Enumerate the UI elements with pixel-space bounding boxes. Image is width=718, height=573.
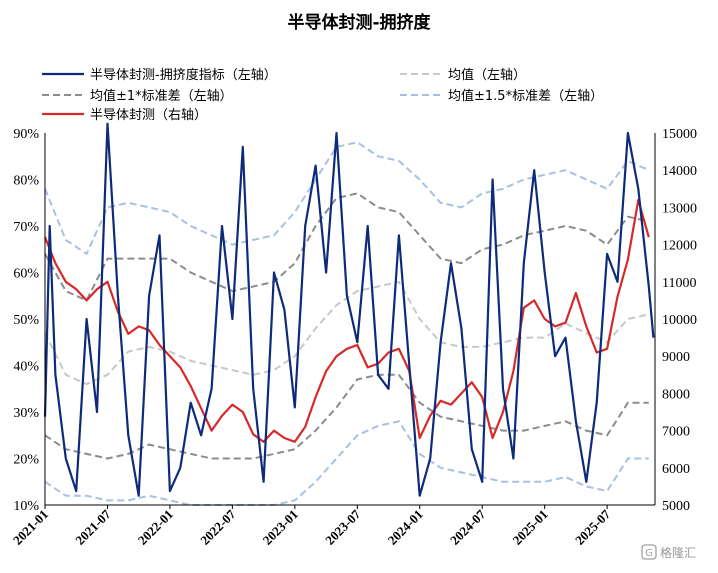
right-tick-label: 10000 (662, 313, 697, 328)
x-tick-label: 2022-01 (135, 507, 176, 548)
watermark: G 格隆汇 (641, 544, 696, 560)
x-tick-label: 2021-07 (72, 506, 114, 548)
series-line-5 (44, 420, 649, 506)
right-tick-label: 12000 (662, 239, 697, 254)
legend-label: 半导体封测-拥挤度指标（左轴） (90, 67, 277, 83)
left-tick-label: 20% (13, 453, 39, 468)
series-line-3 (44, 373, 649, 460)
x-tick-label: 2025-01 (510, 507, 551, 548)
x-tick-label: 2024-01 (385, 507, 426, 548)
watermark-text: 格隆汇 (660, 545, 696, 560)
plot-frame (45, 133, 655, 505)
left-axis: 10% 20% 30% 40% 50% 60% 70% 80% 90% (13, 127, 46, 514)
legend-label: 均值±1.5*标准差（左轴） (448, 88, 603, 104)
right-tick-label: 13000 (662, 201, 697, 216)
right-tick-label: 5000 (662, 499, 690, 514)
left-tick-label: 10% (13, 499, 39, 514)
series-line-0 (43, 122, 655, 497)
right-tick-label: 7000 (662, 425, 690, 440)
left-tick-label: 60% (13, 267, 39, 282)
right-tick-label: 14000 (662, 164, 697, 179)
chart-title: 半导体封测-拥挤度 (287, 12, 431, 33)
x-tick-label: 2025-07 (572, 506, 614, 548)
left-tick-label: 70% (13, 220, 39, 235)
glh-logo-glyph: G (645, 548, 653, 559)
x-tick-label: 2023-01 (260, 507, 301, 548)
series-line-6 (43, 198, 650, 443)
series-line-4 (44, 141, 650, 255)
right-tick-label: 8000 (662, 387, 690, 402)
right-tick-label: 11000 (662, 276, 696, 291)
legend-label: 均值（左轴） (448, 67, 526, 83)
x-tick-label: 2023-07 (322, 506, 364, 548)
legend-label: 均值±1*标准差（左轴） (90, 88, 233, 104)
right-axis: 5000 6000 7000 8000 9000 10000 11000 12000 13000… (654, 127, 697, 514)
left-tick-label: 30% (13, 406, 39, 421)
legend-label: 半导体封测（右轴） (90, 108, 207, 123)
series-line-2 (44, 192, 650, 302)
legend: 半导体封测-拥挤度指标（左轴） 均值（左轴） 均值±1*标准差（左轴） 均值±1.5*… (42, 67, 603, 123)
right-tick-label: 6000 (662, 462, 690, 477)
glh-logo-icon (641, 544, 657, 560)
x-tick-label: 2022-07 (197, 506, 239, 548)
right-tick-label: 9000 (662, 350, 690, 365)
left-tick-label: 80% (13, 174, 39, 189)
right-tick-label: 15000 (662, 127, 697, 142)
left-tick-label: 50% (13, 313, 39, 328)
x-axis: 2021-01 2021-07 2022-01 2022-07 2023-01 2023-… (10, 504, 655, 548)
left-tick-label: 40% (13, 360, 39, 375)
plot-area (43, 122, 655, 506)
left-tick-label: 90% (13, 127, 39, 142)
x-tick-label: 2024-07 (447, 506, 489, 548)
